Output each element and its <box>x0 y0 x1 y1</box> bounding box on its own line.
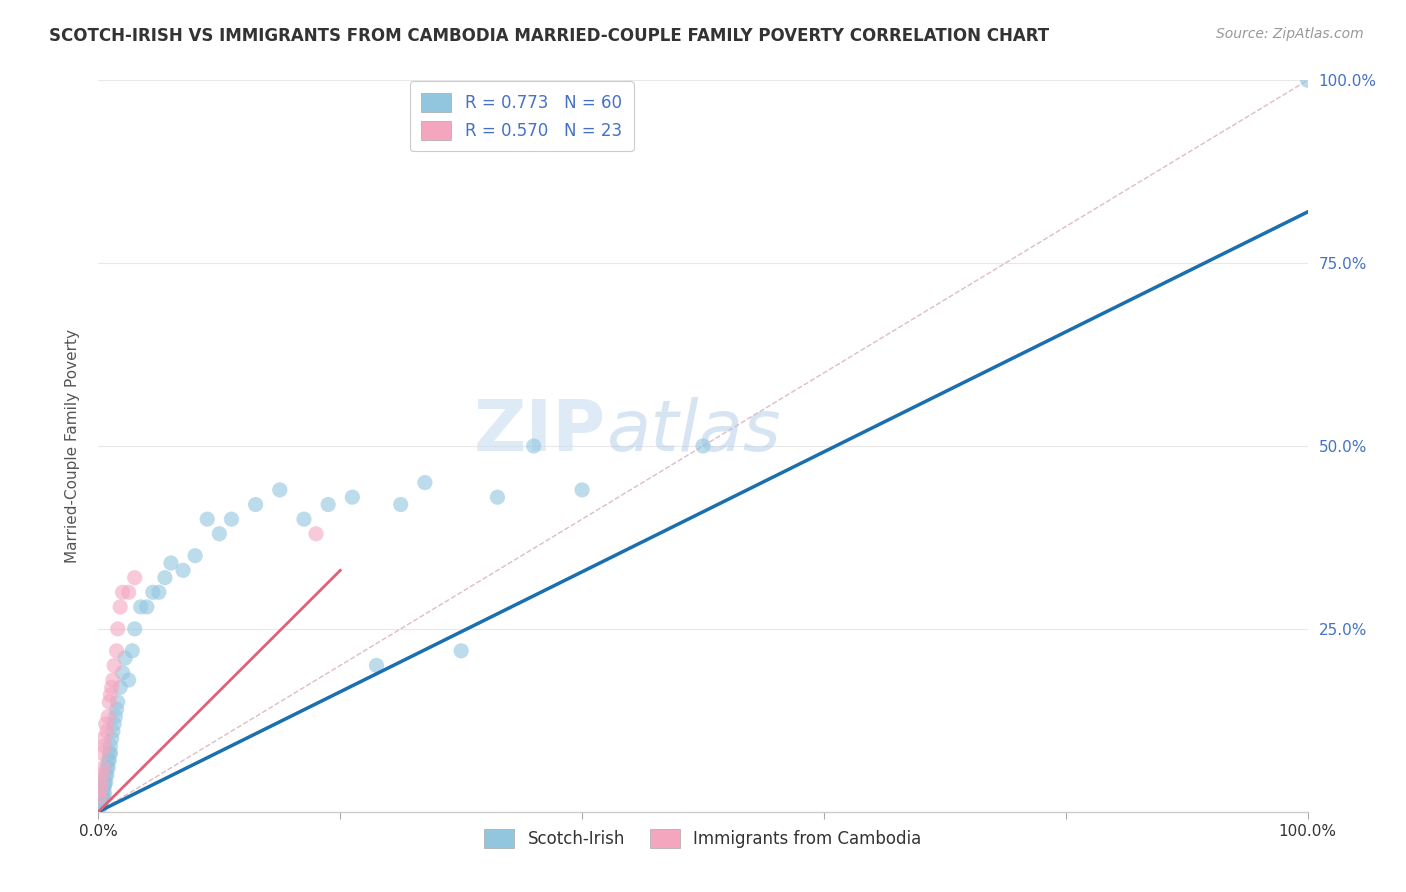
Point <box>105 644 128 658</box>
Point <box>97 709 120 723</box>
Point <box>94 775 117 789</box>
Point <box>195 512 218 526</box>
Point <box>245 498 267 512</box>
Point <box>103 658 125 673</box>
Point <box>124 571 146 585</box>
Point <box>571 483 593 497</box>
Point <box>91 731 114 746</box>
Point <box>184 549 207 563</box>
Point <box>105 702 128 716</box>
Point <box>118 585 141 599</box>
Point <box>111 585 134 599</box>
Point <box>94 717 117 731</box>
Point <box>108 599 131 614</box>
Point <box>486 490 509 504</box>
Point <box>93 739 115 753</box>
Point <box>91 790 114 805</box>
Point <box>91 768 114 782</box>
Point <box>153 571 176 585</box>
Point <box>91 782 114 797</box>
Point <box>100 739 122 753</box>
Point <box>90 782 112 797</box>
Point <box>366 658 388 673</box>
Point <box>316 498 339 512</box>
Point <box>94 768 117 782</box>
Point <box>98 746 121 760</box>
Point <box>90 775 112 789</box>
Point <box>107 622 129 636</box>
Y-axis label: Married-Couple Family Poverty: Married-Couple Family Poverty <box>65 329 80 563</box>
Legend: Scotch-Irish, Immigrants from Cambodia: Scotch-Irish, Immigrants from Cambodia <box>478 822 928 855</box>
Point <box>523 439 546 453</box>
Point <box>142 585 165 599</box>
Text: atlas: atlas <box>606 397 780 466</box>
Point <box>100 688 122 702</box>
Point <box>100 731 122 746</box>
Point <box>93 775 115 789</box>
Point <box>93 779 115 793</box>
Point <box>89 798 111 813</box>
Point <box>107 695 129 709</box>
Point <box>108 681 131 695</box>
Point <box>100 746 122 760</box>
Point <box>118 673 141 687</box>
Point <box>208 526 231 541</box>
Point <box>124 622 146 636</box>
Point <box>100 681 122 695</box>
Point <box>90 796 112 810</box>
Point <box>135 599 157 614</box>
Text: ZIP: ZIP <box>474 397 606 466</box>
Point <box>91 791 114 805</box>
Point <box>97 754 120 768</box>
Point <box>91 787 114 801</box>
Point <box>91 761 114 775</box>
Point <box>101 673 124 687</box>
Point <box>148 585 170 599</box>
Point <box>450 644 472 658</box>
Point <box>98 754 121 768</box>
Point <box>111 665 134 680</box>
Point <box>292 512 315 526</box>
Point <box>160 556 183 570</box>
Point <box>692 439 714 453</box>
Point <box>96 768 118 782</box>
Point <box>101 724 124 739</box>
Point <box>103 717 125 731</box>
Point <box>98 695 121 709</box>
Point <box>91 790 114 805</box>
Point <box>389 498 412 512</box>
Point <box>91 746 114 760</box>
Point <box>172 563 194 577</box>
Point <box>221 512 243 526</box>
Point <box>1296 73 1319 87</box>
Point <box>96 724 118 739</box>
Point <box>121 644 143 658</box>
Point <box>96 761 118 775</box>
Point <box>89 790 111 805</box>
Text: SCOTCH-IRISH VS IMMIGRANTS FROM CAMBODIA MARRIED-COUPLE FAMILY POVERTY CORRELATI: SCOTCH-IRISH VS IMMIGRANTS FROM CAMBODIA… <box>49 27 1049 45</box>
Point <box>413 475 436 490</box>
Point <box>97 761 120 775</box>
Point <box>90 794 112 808</box>
Text: Source: ZipAtlas.com: Source: ZipAtlas.com <box>1216 27 1364 41</box>
Point <box>93 787 115 801</box>
Point <box>90 797 112 812</box>
Point <box>305 526 328 541</box>
Point <box>269 483 291 497</box>
Point <box>129 599 152 614</box>
Point <box>89 801 111 815</box>
Point <box>342 490 364 504</box>
Point <box>114 651 136 665</box>
Point <box>104 709 127 723</box>
